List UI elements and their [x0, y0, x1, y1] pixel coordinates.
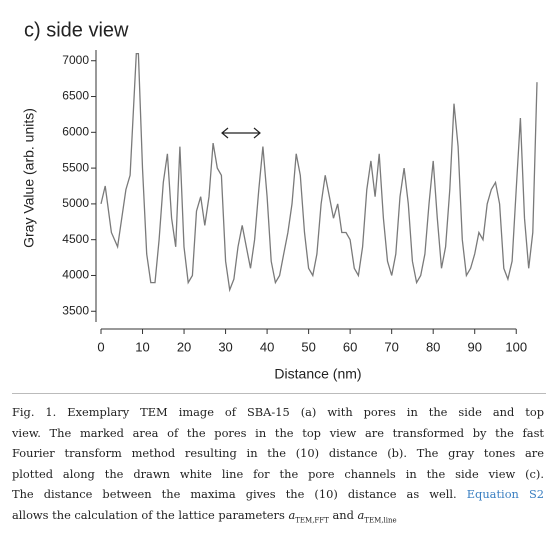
caption-text: and [332, 507, 354, 522]
equation-link[interactable]: Equation S2 [466, 487, 544, 502]
x-tick-label: 40 [260, 339, 274, 354]
caption-line: The distance between the maxima gives th… [12, 484, 544, 505]
caption-line: view. The marked area of the pores in th… [12, 425, 544, 440]
x-tick-label: 0 [97, 339, 104, 354]
chart-title: c) side view [24, 19, 129, 41]
y-tick-label: 5500 [62, 160, 89, 174]
x-tick-label: 80 [426, 339, 440, 354]
data-line [100, 52, 538, 293]
y-tick-label: 6000 [62, 124, 89, 138]
y-tick-label: 4500 [62, 232, 89, 246]
y-tick-label: 6500 [62, 89, 89, 103]
y-tick-label: 4000 [62, 268, 89, 282]
caption-line: Fourier transform method resulting in th… [12, 446, 544, 461]
symbol: a [357, 507, 365, 522]
caption-text: allows the calculation of the lattice pa… [12, 507, 285, 522]
x-tick-label: 20 [177, 339, 191, 354]
chart: c) side view Distance (nm) Gray Value (a… [21, 19, 538, 382]
caption-line: Fig. 1. Exemplary TEM image of SBA-15 (a… [12, 405, 544, 419]
y-axis-label: Gray Value (arb. units) [21, 108, 37, 248]
caption-line: plotted along the drawn white line for t… [12, 466, 544, 481]
y-tick-label: 5000 [62, 196, 89, 210]
caption-text: The distance between the maxima gives th… [12, 487, 457, 502]
y-tick-label: 3500 [62, 303, 89, 317]
x-axis-label: Distance (nm) [274, 366, 361, 382]
symbol: a [288, 507, 296, 522]
double-arrow [221, 127, 261, 139]
x-tick-label: 90 [467, 339, 481, 354]
subscript: TEM,FFT [295, 516, 329, 525]
x-tick-label: 70 [384, 339, 398, 354]
x-tick-label: 30 [218, 339, 232, 354]
x-tick-label: 50 [301, 339, 315, 354]
x-tick-label: 10 [135, 339, 149, 354]
x-tick-label: 60 [343, 339, 357, 354]
caption-line: allows the calculation of the lattice pa… [12, 505, 544, 531]
separator [12, 393, 546, 394]
subscript: TEM,line [364, 516, 397, 525]
x-tick-label: 100 [505, 339, 527, 354]
y-tick-label: 7000 [62, 53, 89, 67]
figure-caption: Fig. 1. Exemplary TEM image of SBA-15 (a… [12, 402, 544, 531]
